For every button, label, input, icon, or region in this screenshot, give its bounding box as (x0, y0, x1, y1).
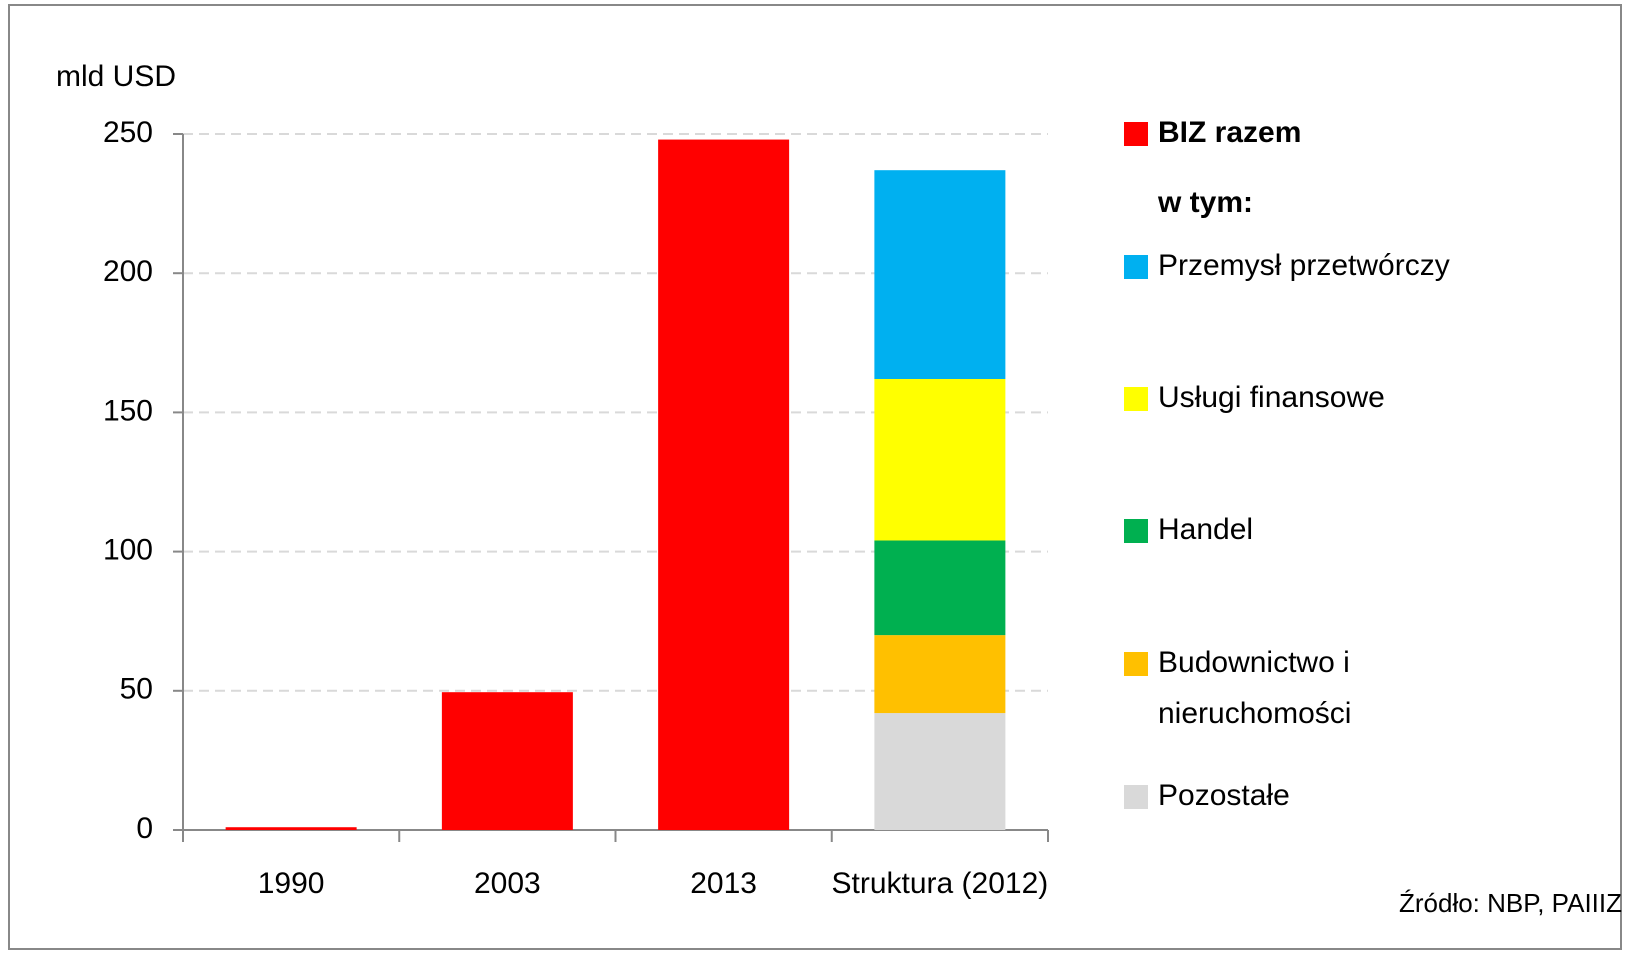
x-tick-label: 1990 (258, 867, 325, 900)
legend-label: Usługi finansowe (1158, 381, 1385, 414)
legend-label: Pozostałe (1158, 779, 1290, 812)
y-tick-label: 50 (120, 673, 153, 706)
bar (225, 827, 357, 830)
y-tick-label: 150 (103, 394, 153, 427)
frame (8, 4, 1622, 950)
y-tick-label: 100 (103, 534, 153, 567)
bar (874, 713, 1006, 830)
y-axis-label: mld USD (56, 60, 176, 93)
legend-swatch (1124, 519, 1148, 543)
bar (441, 692, 573, 830)
bar (658, 139, 790, 830)
y-tick-label: 250 (103, 116, 153, 149)
source: Źródło: NBP, PAIIIZ (1399, 888, 1622, 918)
legend-label: Handel (1158, 513, 1253, 546)
bar (874, 170, 1006, 379)
bar (874, 635, 1006, 714)
x-tick-label: 2013 (690, 867, 757, 900)
legend-note: w tym: (1157, 186, 1253, 219)
x-tick-label: 2003 (474, 867, 541, 900)
legend-swatch (1124, 387, 1148, 411)
legend-swatch (1124, 122, 1148, 146)
legend-label: Budownictwo i nieruchomości (1158, 646, 1351, 730)
legend-swatch (1124, 255, 1148, 279)
legend-swatch (1124, 652, 1148, 676)
bar (874, 540, 1006, 636)
x-tick-label: Struktura (2012) (831, 867, 1048, 900)
y-tick-label: 0 (136, 812, 153, 845)
bar (874, 378, 1006, 541)
legend-swatch (1124, 785, 1148, 809)
legend-label: BIZ razem (1158, 116, 1301, 149)
y-tick-label: 200 (103, 255, 153, 288)
legend-label: Przemysł przetwórczy (1158, 249, 1450, 282)
